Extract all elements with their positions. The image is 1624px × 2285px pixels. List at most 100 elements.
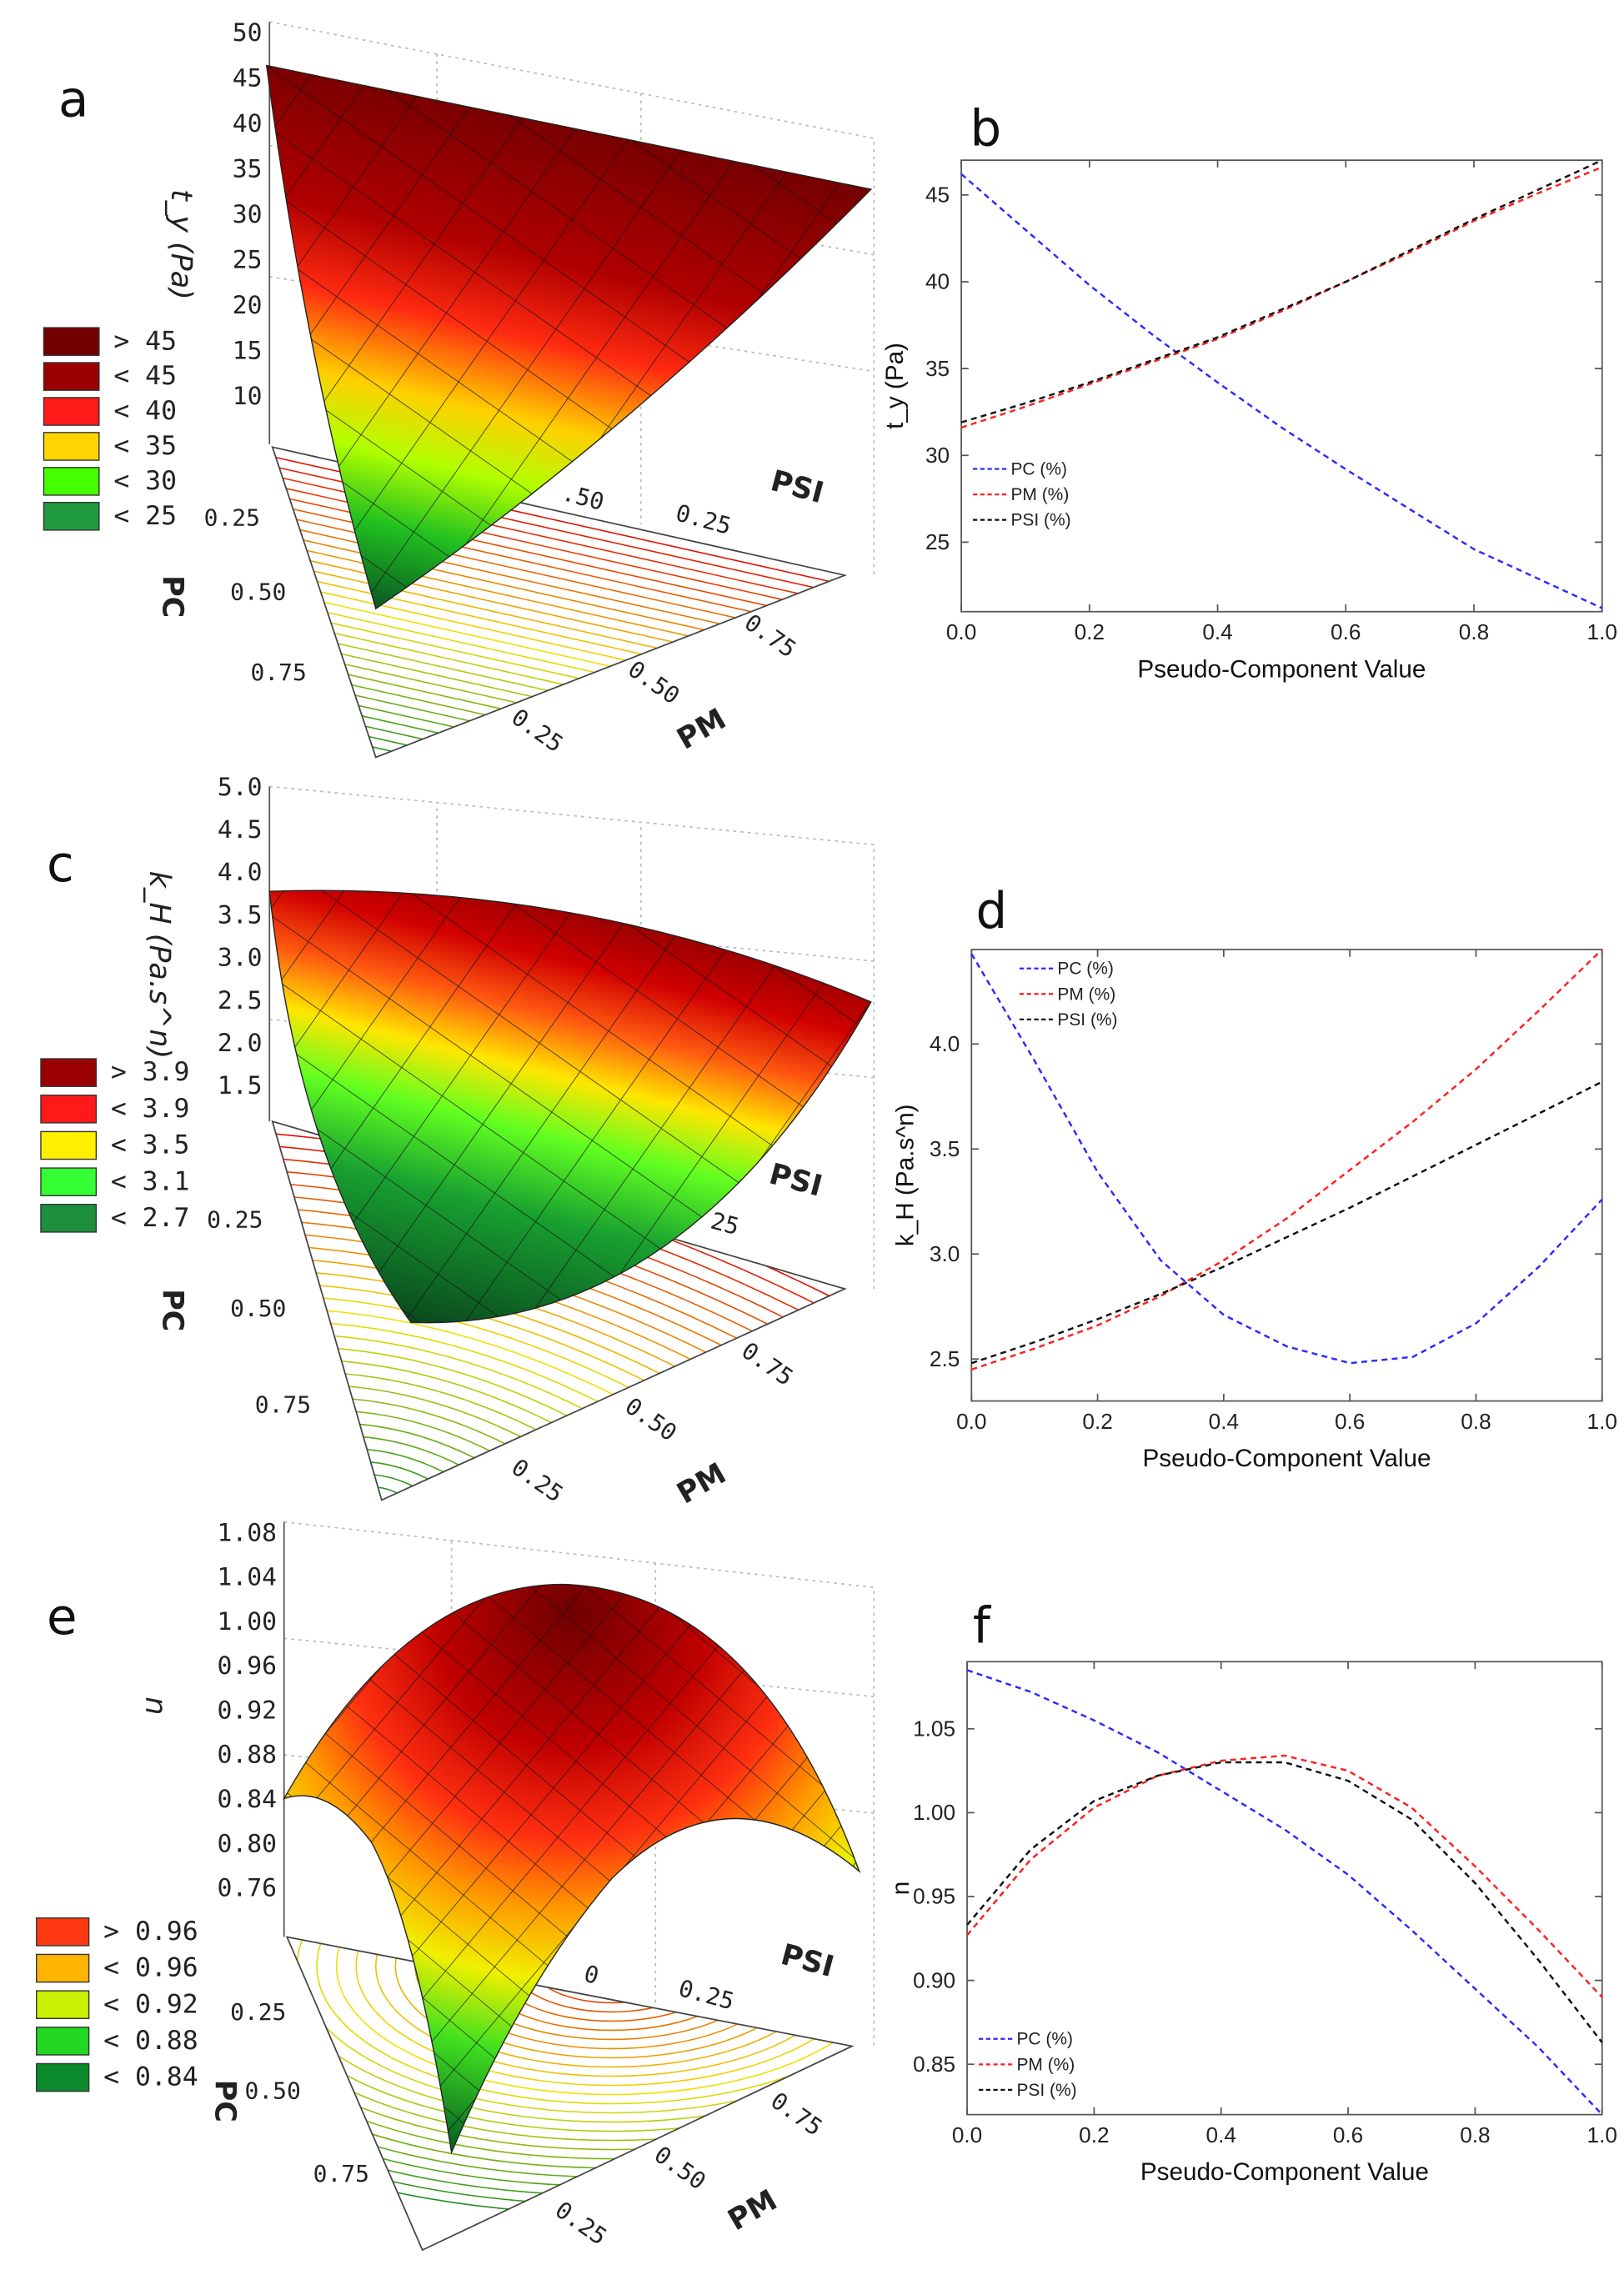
- surface-mesh: [265, 64, 873, 610]
- surface-mesh: [268, 889, 872, 1324]
- pc-tick: 0.25: [204, 504, 260, 532]
- line-chart-f: 0.0 0.2 0.4 0.6 0.8 1.0 0.85 0.90 0.95 1.00 1.05 Ps…: [887, 1661, 1617, 2186]
- z-tick-label: 35: [233, 154, 263, 183]
- x-tick-label: 0.0: [946, 619, 976, 644]
- z-tick-label: 2.5: [218, 986, 263, 1015]
- legend-label: > 3.9: [111, 1057, 190, 1087]
- psi-tick: .50: [559, 479, 607, 516]
- y-tick-label: 1.05: [913, 1716, 955, 1741]
- legend-label: < 0.96: [103, 1953, 198, 1983]
- surface-mesh: [283, 1583, 861, 2155]
- surface-plot-c: 5.0 4.5 4.0 3.5 3.0 2.5 2.0 1.5 k_H (Pa.s^n) > …: [40, 773, 875, 1511]
- legend-swatch: [36, 1953, 90, 1983]
- legend-label: < 0.92: [103, 1989, 198, 2019]
- legend-label: < 2.7: [111, 1203, 190, 1233]
- x-axis-title: Pseudo-Component Value: [1137, 655, 1426, 683]
- contour-line: [359, 1423, 475, 1459]
- legend-label: < 0.84: [103, 2062, 198, 2092]
- contour-line: [348, 1386, 521, 1438]
- psi-tick: 0.25: [676, 1974, 738, 2015]
- z-tick-label: 3.5: [218, 900, 263, 930]
- z-tick-label: 0.76: [217, 1874, 277, 1903]
- z-tick-label: 1.04: [217, 1563, 277, 1592]
- z-axis-title: n: [138, 1696, 172, 1715]
- legend-label: PM (%): [1016, 2055, 1075, 2074]
- z-tick-label: 45: [233, 63, 263, 93]
- legend-label: < 45: [113, 361, 177, 391]
- z-tick-label: 1.08: [217, 1518, 277, 1547]
- panel-label-c: c: [47, 836, 74, 894]
- contour-line: [367, 1449, 444, 1473]
- psi-axis-label: PSI: [765, 1158, 825, 1204]
- legend-swatch: [43, 362, 100, 391]
- legend-label: < 35: [113, 431, 177, 461]
- y-tick-label: 2.5: [930, 1346, 960, 1371]
- back-grid: [269, 785, 875, 1290]
- plot-frame: [960, 159, 1603, 613]
- z-tick-label: 40: [233, 109, 263, 138]
- z-tick-label: 2.0: [218, 1029, 263, 1058]
- contour-line: [327, 1310, 614, 1396]
- pm-tick: 0.25: [506, 1453, 568, 1508]
- x-tick-label: 0.2: [1082, 1409, 1112, 1434]
- series-line-psi: [970, 1080, 1603, 1365]
- series-line-pc: [960, 173, 1603, 609]
- contour-line: [330, 622, 579, 679]
- pc-tick: 0.75: [251, 659, 307, 686]
- series-line-pm: [970, 949, 1603, 1371]
- legend-label: < 3.9: [111, 1094, 190, 1124]
- z-tick-label: 20: [233, 291, 263, 320]
- contour-line: [373, 1474, 414, 1487]
- contour-line: [313, 570, 658, 649]
- contour-line: [330, 1322, 599, 1402]
- contour-line: [358, 704, 454, 728]
- contour-line: [370, 1461, 429, 1480]
- pm-tick: 0.25: [506, 703, 568, 758]
- legend-swatch: [43, 397, 100, 426]
- series-line-pc: [966, 1669, 1603, 2116]
- y-tick-label: 4.0: [930, 1031, 960, 1056]
- legend-swatch: [36, 2062, 90, 2092]
- psi-axis-label: PSI: [777, 1938, 837, 1984]
- pm-tick: 0.75: [737, 1336, 799, 1391]
- z-tick-label: 10: [233, 382, 263, 411]
- z-tick-label: 15: [233, 336, 263, 365]
- contour-line: [320, 591, 626, 661]
- contour-line: [287, 1937, 853, 2151]
- z-tick-label: 0.80: [217, 1829, 277, 1858]
- x-tick-label: 0.6: [1335, 1409, 1365, 1434]
- x-tick-label: 0.6: [1333, 2122, 1363, 2147]
- pc-tick: 0.50: [245, 2077, 301, 2104]
- panel-label-f: f: [973, 1598, 992, 1656]
- pm-axis-label: PM: [672, 703, 732, 757]
- contour-line: [362, 715, 439, 734]
- contour-line: [287, 1937, 853, 2132]
- pc-axis-label: PC: [156, 1289, 189, 1331]
- pm-axis-label: PM: [672, 1457, 732, 1511]
- contour-line: [345, 1373, 537, 1431]
- legend-label: PC (%): [1057, 960, 1114, 979]
- series-line-pm: [960, 166, 1603, 429]
- x-axis-title: Pseudo-Component Value: [1142, 1445, 1431, 1472]
- y-tick-label: 30: [925, 443, 950, 468]
- legend-label: < 0.88: [103, 2026, 198, 2056]
- contour-line: [368, 735, 408, 746]
- legend-label: PC (%): [1010, 460, 1067, 479]
- x-tick-label: 0.4: [1206, 2122, 1236, 2147]
- x-tick-label: 0.4: [1209, 1409, 1239, 1434]
- legend-swatch: [40, 1167, 98, 1196]
- y-tick-label: 40: [925, 269, 950, 294]
- y-tick-label: 35: [925, 356, 950, 381]
- legend-label: < 40: [113, 396, 177, 426]
- pm-tick: 0.75: [765, 2087, 827, 2142]
- pc-axis-label: PC: [156, 575, 189, 618]
- y-tick-label: 25: [925, 529, 950, 554]
- contour-line: [338, 1347, 568, 1416]
- contour-line: [348, 674, 501, 709]
- series-line-pc: [970, 953, 1603, 1365]
- psi-tick: 0.25: [673, 499, 734, 540]
- legend-label: PM (%): [1010, 485, 1069, 504]
- color-legend: > 3.9 < 3.9 < 3.5 < 3.1 < 2.7: [40, 1057, 190, 1233]
- ternary-triangle: [285, 1936, 855, 2252]
- pm-tick: 0.75: [739, 609, 801, 664]
